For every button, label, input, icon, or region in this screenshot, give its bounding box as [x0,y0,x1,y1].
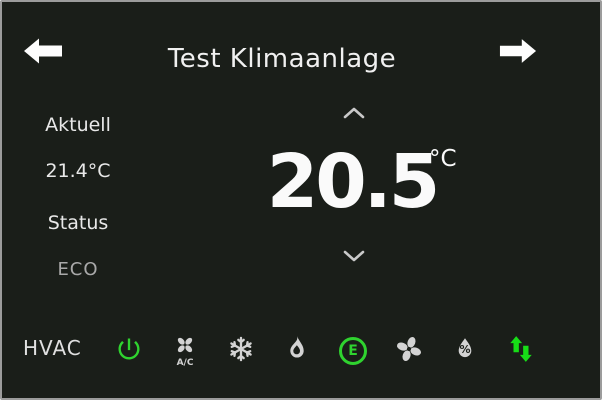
humidity-button[interactable]: % [447,329,483,373]
current-temp-value: 21.4°C [45,160,111,182]
setpoint-value: 20.5 [266,139,441,225]
fan-mode-button[interactable] [391,329,427,373]
humidity-icon: % [453,336,477,366]
power-icon [115,335,143,367]
airflow-updown-icon [508,334,534,368]
arrow-right-icon [499,36,537,70]
ac-mode-label: A/C [176,358,194,368]
cooling-mode-button[interactable] [223,329,259,373]
heating-flame-icon [283,334,311,368]
mode-row: A/C [111,329,539,373]
ac-mode-button[interactable]: A/C [167,329,203,373]
power-button[interactable] [111,329,147,373]
status-label: Status [47,212,109,234]
setpoint-unit: °C [429,146,457,172]
current-temp-label: Aktuell [45,114,111,136]
airflow-button[interactable] [503,329,539,373]
next-device-button[interactable] [497,37,539,69]
chevron-down-icon [339,248,369,268]
eco-mode-icon: E [339,337,367,365]
humidity-percent-label: % [459,343,471,356]
arrow-left-icon [23,36,63,70]
hvac-label: HVAC [23,336,82,360]
increase-temp-button[interactable] [336,104,372,126]
decrease-temp-button[interactable] [336,247,372,269]
status-value: ECO [57,259,99,280]
heating-mode-button[interactable] [279,329,315,373]
eco-mode-label: E [348,343,358,359]
chevron-up-icon [339,105,369,125]
ac-mode-icon [174,334,196,360]
page-title: Test Klimaanlage [167,44,397,74]
fan-icon [395,335,423,367]
cooling-snowflake-icon [227,335,255,367]
eco-mode-button[interactable]: E [335,329,371,373]
prev-device-button[interactable] [22,37,64,69]
